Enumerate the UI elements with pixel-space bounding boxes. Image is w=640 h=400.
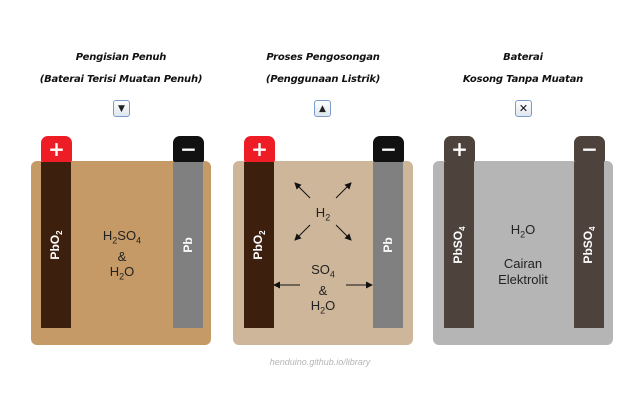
arrow-up-left: [294, 182, 311, 199]
negative-terminal: −: [373, 136, 404, 162]
negative-plate-pb: Pb: [173, 162, 203, 328]
negative-plate-pb: Pb: [373, 162, 403, 328]
panel3-toggle-button[interactable]: ✕: [515, 100, 532, 117]
positive-terminal: +: [444, 136, 475, 162]
water-label: H2O: [510, 222, 536, 240]
panel3-subtitle: Kosong Tanpa Muatan: [462, 74, 584, 85]
panel2-toggle-button[interactable]: ▲: [314, 100, 331, 117]
electrolyte-liquid-label: Cairan Elektrolit: [498, 256, 548, 287]
negative-terminal: −: [173, 136, 204, 162]
panel2-title: Proses Pengosongan: [266, 52, 380, 63]
panel3-title: Baterai: [503, 52, 543, 63]
arrow-down-right: [335, 224, 352, 241]
hydrogen-gas-label: H2: [315, 205, 331, 223]
positive-terminal: +: [41, 136, 72, 162]
positive-plate-pbo2: PbO2: [41, 162, 71, 328]
negative-plate-pbso4: PbSO4: [574, 162, 604, 328]
arrow-up-right: [335, 182, 352, 199]
triangle-down-icon: ▼: [118, 103, 125, 114]
electrolyte-label: SO4 & H2O: [310, 262, 336, 316]
panel1-title: Pengisian Penuh: [75, 52, 167, 63]
positive-plate-pbso4: PbSO4: [444, 162, 474, 328]
triangle-up-icon: ▲: [319, 103, 326, 114]
panel2-subtitle: (Penggunaan Listrik): [265, 74, 381, 85]
credit-text: henduino.github.io/library: [269, 357, 371, 367]
close-icon: ✕: [518, 102, 529, 115]
positive-terminal: +: [244, 136, 275, 162]
negative-terminal: −: [574, 136, 605, 162]
arrow-down-left: [294, 224, 311, 241]
positive-plate-pbo2: PbO2: [244, 162, 274, 328]
panel1-toggle-button[interactable]: ▼: [113, 100, 130, 117]
electrolyte-label: H2SO4 & H2O: [102, 228, 142, 282]
panel1-subtitle: (Baterai Terisi Muatan Penuh): [39, 74, 203, 85]
